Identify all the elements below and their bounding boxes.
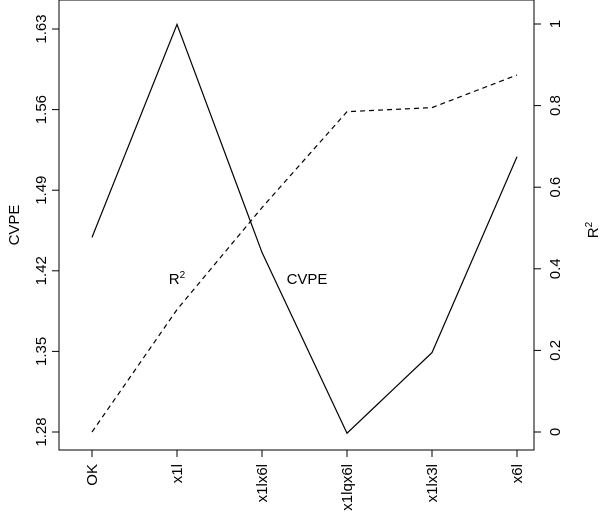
- y-right-tick-label: 0.6: [547, 177, 564, 198]
- annotation-label-text: R: [169, 271, 180, 288]
- x-tick-label: x1l: [169, 464, 186, 483]
- y-left-tick-label: 1.42: [33, 256, 50, 285]
- left-axis: 1.28 1.35 1.42 1.49 1.56 1.63: [33, 14, 59, 447]
- y-right-axis-label-base: R: [585, 227, 602, 238]
- y-left-axis-label: CVPE: [6, 205, 23, 246]
- annotation-label-text: CVPE: [287, 271, 328, 288]
- x-axis: OK x1l x1lx6l x1lqx6l x1lx3l x6l: [84, 450, 526, 511]
- annotation-label-sup: 2: [180, 270, 186, 281]
- plot-frame: [58, 0, 535, 451]
- y-left-tick-label: 1.28: [33, 417, 50, 446]
- y-right-tick-label: 0: [547, 428, 564, 436]
- series-layer: [91, 22, 518, 435]
- annotation-label: CVPE: [287, 271, 328, 288]
- x-tick-label: x1lqx6l: [339, 464, 356, 511]
- y-left-tick-label: 1.35: [33, 337, 50, 366]
- x-tick-label: x1lx6l: [254, 464, 271, 502]
- annotation-layer: R2 CVPE: [169, 270, 328, 288]
- y-right-tick-label: 0.2: [547, 340, 564, 361]
- y-left-tick-label: 1.63: [33, 14, 50, 43]
- x-tick-label: x6l: [509, 464, 526, 483]
- series-line-r2: [91, 74, 518, 433]
- right-axis: 0 0.2 0.4 0.6 0.8 1: [534, 20, 564, 436]
- series-line-cvpe: [91, 22, 518, 435]
- y-right-tick-label: 0.8: [547, 95, 564, 116]
- x-tick-label: OK: [84, 464, 101, 486]
- x-tick-label: x1lx3l: [424, 464, 441, 502]
- y-right-tick-label: 0.4: [547, 258, 564, 279]
- annotation-label: R2: [169, 270, 186, 288]
- y-right-axis-label-sup: 2: [584, 221, 595, 227]
- y-left-tick-label: 1.49: [33, 176, 50, 205]
- y-left-tick-label: 1.56: [33, 95, 50, 124]
- y-right-tick-label: 1: [547, 20, 564, 28]
- y-right-axis-label: R2: [584, 221, 602, 238]
